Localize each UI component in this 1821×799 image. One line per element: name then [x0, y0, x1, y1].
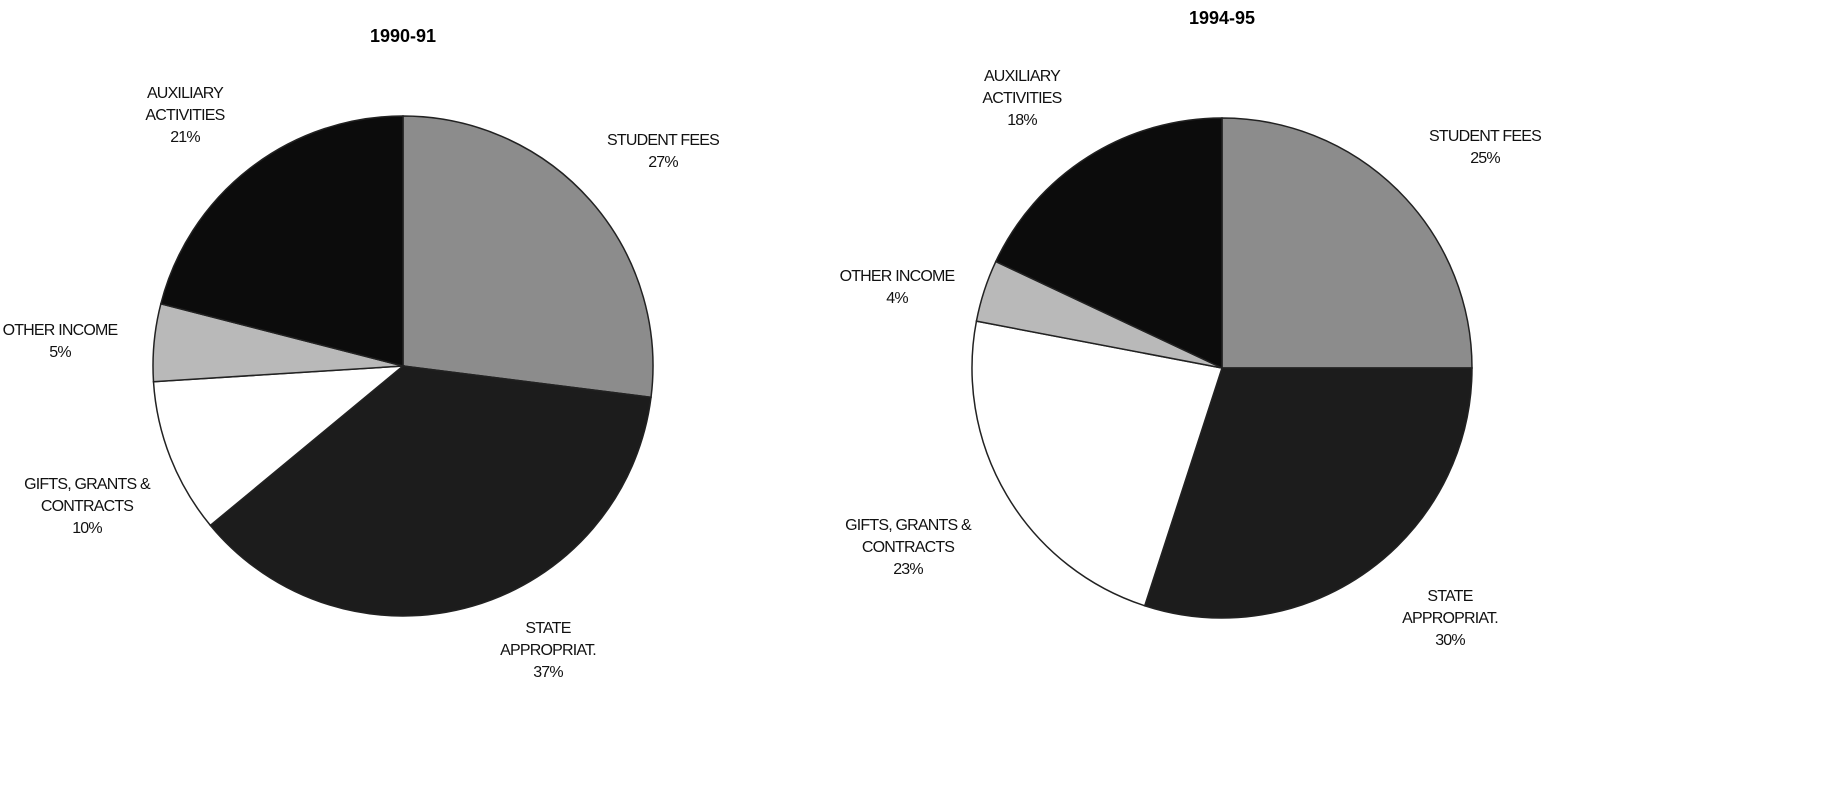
pie-slice [1143, 367, 1473, 619]
category-label: AUXILIARY ACTIVITIES [982, 68, 1062, 107]
value-label: 30% [1435, 632, 1465, 649]
slice-label: STATE APPROPRIAT. 37% [493, 618, 603, 684]
category-label: STATE APPROPRIAT. [1402, 588, 1499, 627]
value-label: 21% [170, 129, 200, 146]
pie-slice [209, 365, 652, 617]
slice-label: STATE APPROPRIAT. 30% [1395, 586, 1505, 652]
category-label: STATE APPROPRIAT. [500, 620, 597, 659]
category-label: GIFTS, GRANTS & CONTRACTS [24, 476, 151, 515]
value-label: 27% [648, 154, 678, 171]
pie-slice [1221, 117, 1473, 369]
pie-slice [159, 115, 404, 367]
category-label: OTHER INCOME [839, 268, 956, 285]
slice-label: GIFTS, GRANTS & CONTRACTS 23% [836, 515, 981, 581]
chart-title: 1990-91 [369, 26, 437, 46]
pie-slice [971, 320, 1223, 607]
value-label: 5% [49, 344, 71, 361]
value-label: 4% [886, 290, 908, 307]
pie-slice [994, 117, 1223, 370]
slice-label: AUXILIARY ACTIVITIES 18% [967, 66, 1077, 132]
slice-label: GIFTS, GRANTS & CONTRACTS 10% [2, 474, 172, 540]
value-label: 25% [1470, 150, 1500, 167]
slice-label: AUXILIARY ACTIVITIES 21% [130, 83, 240, 149]
category-label: AUXILIARY ACTIVITIES [145, 85, 225, 124]
pie-slice [402, 115, 654, 399]
slice-label: STUDENT FEES 25% [1385, 126, 1585, 170]
category-label: STUDENT FEES [607, 132, 720, 149]
pie-slice [152, 365, 406, 527]
value-label: 10% [72, 520, 102, 537]
chart-title: 1994-95 [1188, 8, 1256, 28]
slice-label: STUDENT FEES 27% [563, 130, 763, 174]
category-label: GIFTS, GRANTS & CONTRACTS [845, 517, 972, 556]
category-label: STUDENT FEES [1429, 128, 1542, 145]
slice-label: OTHER INCOME 5% [0, 320, 150, 364]
value-label: 18% [1007, 112, 1037, 129]
value-label: 37% [533, 664, 563, 681]
slice-label: OTHER INCOME 4% [807, 266, 987, 310]
category-label: OTHER INCOME [2, 322, 119, 339]
value-label: 23% [893, 561, 923, 578]
